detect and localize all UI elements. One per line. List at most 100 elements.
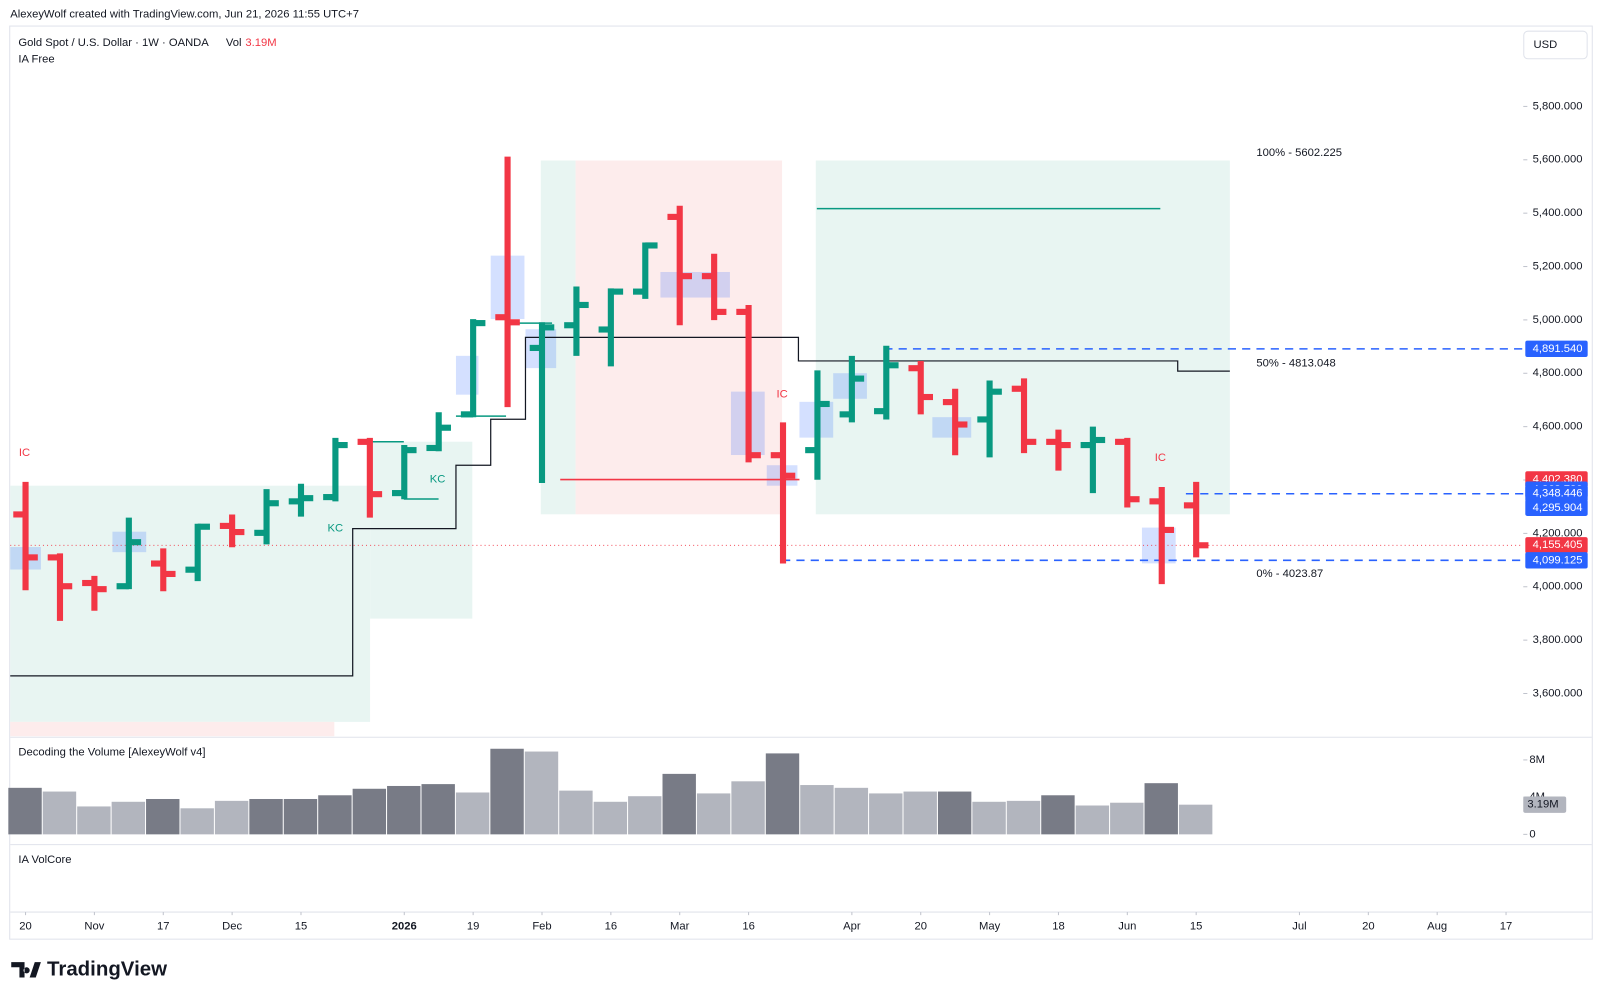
volume-bar [455,792,490,835]
brand-logo: TradingView [11,958,167,981]
fib-label: 0% - 4023.87 [1256,568,1323,580]
x-tick-label: Mar [670,920,690,932]
currency-button[interactable] [1523,30,1588,60]
volume-bar [318,795,352,835]
volume-bar [180,808,214,835]
y-tick-label: 5,600.000 [1533,154,1583,166]
volume-bar [972,801,1006,835]
x-tick-label: Feb [532,920,551,932]
x-tick-label: Dec [222,920,242,932]
x-tick-label: Apr [843,920,861,932]
volume-bar [490,748,524,835]
x-tick-label: Nov [84,920,104,932]
volume-bar [1075,805,1110,835]
x-tick-label: 17 [1500,920,1512,932]
volume-bar [1006,800,1041,835]
volume-bar [903,791,937,835]
annotation: IC [19,447,30,459]
annotation: KC [328,523,344,535]
x-tick-label: Aug [1427,920,1447,932]
x-tick-label: 20 [1362,920,1374,932]
x-tick-label: Jul [1292,920,1306,932]
x-tick-label: 2026 [392,920,417,932]
y-tick-label: 4,600.000 [1533,421,1583,433]
x-tick-label: 20 [19,920,31,932]
volume-bar [77,806,111,835]
x-tick-label: 16 [742,920,754,932]
price-label: 4,155.405 [1533,539,1583,551]
symbol-title: Gold Spot / U.S. Dollar · 1W · OANDA [18,37,209,49]
volume-bar [800,785,834,835]
zone [370,441,473,619]
indicator-lines [10,207,1230,677]
currency[interactable]: USD [1533,39,1557,51]
volume-bar [249,798,283,835]
y-tick-label: 4,200.000 [1533,527,1583,539]
volume-bar [146,798,180,835]
volume-bar [524,751,559,835]
fib-label: 100% - 5602.225 [1256,147,1342,159]
x-tick-label: 15 [1190,920,1202,932]
volume-last-label: 3.19M [1527,799,1558,811]
volume-bar [937,791,972,835]
price-label-box [1525,485,1588,502]
x-tick-label: 17 [157,920,169,932]
volume-bar [696,793,731,835]
volume-bar [1178,804,1213,835]
annotation: IC [776,389,787,401]
volume-bar [662,773,696,835]
y-tick-label: 4,800.000 [1533,367,1583,379]
volume-last-box [1523,796,1567,813]
y-tick-label: 3,800.000 [1533,634,1583,646]
x-tick-label: 18 [1052,920,1064,932]
y-tick-label: 3,600.000 [1533,687,1583,699]
annotation: IC [1155,452,1166,464]
volume-bar [834,787,869,835]
vol-value: 3.19M [245,37,276,49]
zone [10,721,335,737]
volume-bar [731,781,765,835]
volume-bar [765,753,800,835]
volume-bar [42,791,77,835]
volume-title: Decoding the Volume [AlexeyWolf v4] [18,747,205,759]
y-tick-label: 5,000.000 [1533,314,1583,326]
volume-bar [8,787,42,835]
volume-bar [111,801,146,835]
annotation: KC [430,474,446,486]
x-tick-label: May [979,920,1001,932]
vol-label: Vol [226,37,242,49]
header: AlexeyWolf created with TradingView.com,… [10,8,359,20]
price-label: 4,891.540 [1533,343,1583,355]
box [660,271,730,298]
volume-bar [214,800,249,835]
volume-bar [352,788,387,835]
x-tick-label: 16 [605,920,617,932]
volume-tick-label: 8M [1529,754,1545,766]
volume-bar [1110,802,1144,835]
price-label-box [1525,340,1588,358]
price-label: 4,348.446 [1533,488,1583,500]
price-label: 4,295.904 [1533,502,1583,514]
x-tick-label: 20 [914,920,926,932]
zone [10,485,371,722]
logo-mark [11,962,41,978]
y-tick-label: 5,400.000 [1533,207,1583,219]
price-label-box [1525,537,1588,554]
y-tick-label: 5,200.000 [1533,261,1583,273]
y-tick-label: 4,000.000 [1533,581,1583,593]
volume-bar [421,784,455,835]
volume-bar [628,796,662,835]
zones [10,160,1230,737]
volcore-title: IA VolCore [18,854,71,866]
price-label-box [1525,552,1588,569]
volume-bar [593,801,628,835]
volume-bar [559,790,593,835]
volume-tick-label: 0 [1529,828,1535,840]
level-line [368,207,1161,500]
fib-label: 50% - 4813.048 [1256,358,1335,370]
volume-bar [1041,795,1075,835]
indicator-title: IA Free [18,53,54,65]
frame [9,25,1593,940]
